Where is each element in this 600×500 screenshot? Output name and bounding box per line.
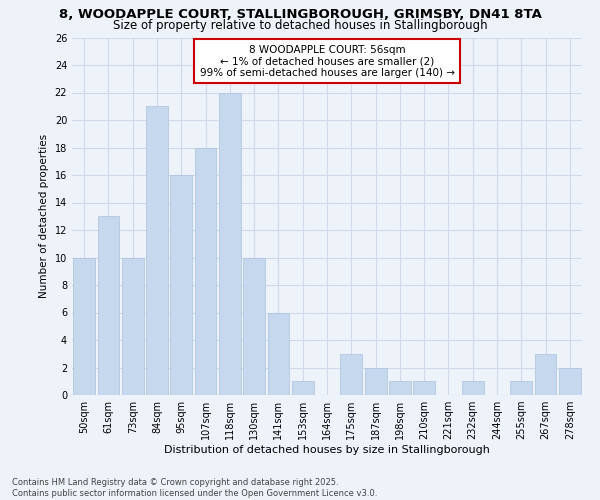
Text: 8 WOODAPPLE COURT: 56sqm
← 1% of detached houses are smaller (2)
99% of semi-det: 8 WOODAPPLE COURT: 56sqm ← 1% of detache… — [199, 44, 455, 78]
Y-axis label: Number of detached properties: Number of detached properties — [39, 134, 49, 298]
Bar — [243, 258, 265, 395]
Bar — [413, 381, 435, 395]
Bar — [292, 381, 314, 395]
X-axis label: Distribution of detached houses by size in Stallingborough: Distribution of detached houses by size … — [164, 445, 490, 455]
Bar — [462, 381, 484, 395]
Bar — [559, 368, 581, 395]
Bar — [365, 368, 386, 395]
Bar — [97, 216, 119, 395]
Bar — [146, 106, 168, 395]
Bar — [268, 312, 289, 395]
Bar — [122, 258, 143, 395]
Bar — [511, 381, 532, 395]
Bar — [219, 92, 241, 395]
Bar — [170, 175, 192, 395]
Bar — [389, 381, 411, 395]
Text: 8, WOODAPPLE COURT, STALLINGBOROUGH, GRIMSBY, DN41 8TA: 8, WOODAPPLE COURT, STALLINGBOROUGH, GRI… — [59, 8, 541, 20]
Text: Size of property relative to detached houses in Stallingborough: Size of property relative to detached ho… — [113, 19, 487, 32]
Bar — [73, 258, 95, 395]
Text: Contains HM Land Registry data © Crown copyright and database right 2025.
Contai: Contains HM Land Registry data © Crown c… — [12, 478, 377, 498]
Bar — [340, 354, 362, 395]
Bar — [194, 148, 217, 395]
Bar — [535, 354, 556, 395]
